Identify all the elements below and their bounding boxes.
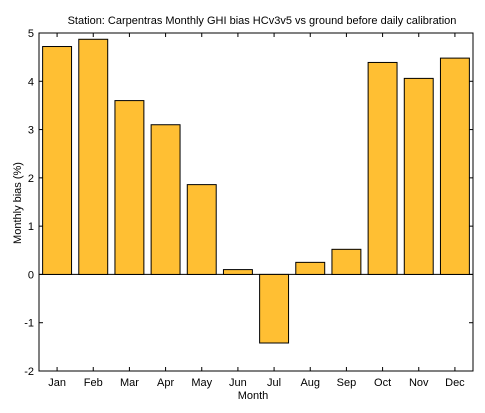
bar-aug: [295, 261, 326, 275]
x-tick-label: Oct: [374, 377, 391, 389]
x-axis-label: Month: [238, 390, 269, 402]
bar-nov: [403, 77, 434, 275]
bar-mar: [114, 100, 145, 275]
y-tick-label: 1: [28, 221, 34, 233]
x-tick-label: Jan: [48, 377, 66, 389]
bar-dec: [439, 57, 470, 275]
x-tick-label: Sep: [337, 377, 357, 389]
bar-jun: [222, 269, 253, 275]
plot-frame: [38, 32, 474, 372]
bar-feb: [78, 38, 109, 275]
y-axis-label: Monthly bias (%): [12, 162, 24, 244]
bar-may: [186, 184, 217, 275]
y-tick-label: 0: [28, 269, 34, 281]
x-tick-label: May: [191, 377, 212, 389]
x-tick-label: Nov: [409, 377, 429, 389]
y-tick-label: 5: [28, 28, 34, 40]
bar-jul: [259, 273, 290, 344]
bar-jan: [42, 46, 73, 275]
y-tick-label: 2: [28, 173, 34, 185]
x-tick-label: Aug: [300, 377, 320, 389]
x-tick-label: Mar: [120, 377, 139, 389]
bar-oct: [367, 61, 398, 275]
x-tick-label: Apr: [157, 377, 174, 389]
chart-title: Station: Carpentras Monthly GHI bias HCv…: [68, 15, 457, 27]
y-tick-label: 4: [28, 76, 34, 88]
y-tick-label: 3: [28, 125, 34, 137]
x-tick-label: Feb: [84, 377, 103, 389]
bar-apr: [150, 124, 181, 275]
x-tick-label: Dec: [445, 377, 465, 389]
y-tick-label: -1: [24, 318, 34, 330]
y-tick-label: -2: [24, 366, 34, 378]
x-tick-label: Jul: [267, 377, 281, 389]
bar-sep: [331, 248, 362, 275]
x-tick-label: Jun: [229, 377, 247, 389]
plot-area: Jan Feb Mar Apr May Jun Jul Aug Sep Oct Nov Dec -2 -1…: [24, 28, 474, 389]
